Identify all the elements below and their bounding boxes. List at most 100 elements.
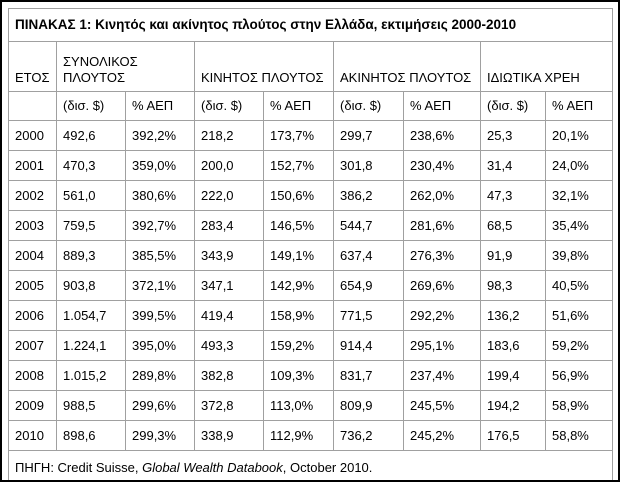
- value-cell: 385,5%: [125, 240, 195, 271]
- value-cell: 372,8: [194, 390, 264, 421]
- value-cell: 194,2: [480, 390, 546, 421]
- value-cell: 889,3: [56, 240, 126, 271]
- table-row: 2002 561,0 380,6% 222,0 150,6% 386,2 262…: [8, 180, 614, 211]
- value-cell: 289,8%: [125, 360, 195, 391]
- value-cell: 386,2: [333, 180, 404, 211]
- value-cell: 136,2: [480, 300, 546, 331]
- value-cell: 31,4: [480, 150, 546, 181]
- value-cell: 1.224,1: [56, 330, 126, 361]
- value-cell: 347,1: [194, 270, 264, 301]
- value-cell: 59,2%: [544, 330, 614, 361]
- value-cell: 149,1%: [263, 240, 334, 271]
- value-cell: 654,9: [333, 270, 404, 301]
- value-cell: 262,0%: [403, 180, 481, 211]
- value-cell: 736,2: [333, 420, 404, 451]
- value-cell: 372,1%: [125, 270, 195, 301]
- value-cell: 98,3: [480, 270, 546, 301]
- value-cell: 301,8: [333, 150, 404, 181]
- table-source-row: ΠΗΓΗ: Credit Suisse, Global Wealth Datab…: [7, 450, 614, 480]
- value-cell: 176,5: [480, 420, 546, 451]
- table-title: ΠΙΝΑΚΑΣ 1: Κινητός και ακίνητος πλούτος …: [7, 8, 614, 42]
- year-header: ΕΤΟΣ: [8, 41, 57, 92]
- unit-header: (δισ. $): [480, 91, 546, 121]
- value-cell: 382,8: [194, 360, 264, 391]
- value-cell: 222,0: [194, 180, 264, 211]
- value-cell: 200,0: [194, 150, 264, 181]
- year-cell: 2001: [8, 150, 57, 181]
- group-header-total-wealth: ΣΥΝΟΛΙΚΟΣ ΠΛΟΥΤΟΣ: [56, 41, 195, 92]
- value-cell: 152,7%: [263, 150, 334, 181]
- value-cell: 68,5: [480, 210, 546, 241]
- value-cell: 492,6: [56, 120, 126, 151]
- value-cell: 39,8%: [544, 240, 614, 271]
- value-cell: 392,7%: [125, 210, 195, 241]
- unit-header: (δισ. $): [56, 91, 126, 121]
- value-cell: 40,5%: [544, 270, 614, 301]
- pct-header: % ΑΕΠ: [125, 91, 195, 121]
- source-title: Global Wealth Databook: [142, 460, 283, 475]
- year-cell: 2004: [8, 240, 57, 271]
- value-cell: 809,9: [333, 390, 404, 421]
- source-prefix: ΠΗΓΗ: Credit Suisse,: [15, 460, 143, 475]
- wealth-table: ΠΙΝΑΚΑΣ 1: Κινητός και ακίνητος πλούτος …: [7, 8, 614, 480]
- table-row: 2010 898,6 299,3% 338,9 112,9% 736,2 245…: [8, 420, 614, 451]
- value-cell: 1.015,2: [56, 360, 126, 391]
- table-row: 2005 903,8 372,1% 347,1 142,9% 654,9 269…: [8, 270, 614, 301]
- value-cell: 419,4: [194, 300, 264, 331]
- value-cell: 91,9: [480, 240, 546, 271]
- table-row: 2007 1.224,1 395,0% 493,3 159,2% 914,4 2…: [8, 330, 614, 361]
- value-cell: 51,6%: [544, 300, 614, 331]
- value-cell: 56,9%: [544, 360, 614, 391]
- value-cell: 338,9: [194, 420, 264, 451]
- value-cell: 269,6%: [403, 270, 481, 301]
- value-cell: 544,7: [333, 210, 404, 241]
- year-cell: 2002: [8, 180, 57, 211]
- table-row: 2008 1.015,2 289,8% 382,8 109,3% 831,7 2…: [8, 360, 614, 391]
- value-cell: 142,9%: [263, 270, 334, 301]
- pct-header: % ΑΕΠ: [403, 91, 481, 121]
- value-cell: 113,0%: [263, 390, 334, 421]
- year-cell: 2008: [8, 360, 57, 391]
- value-cell: 32,1%: [544, 180, 614, 211]
- value-cell: 58,8%: [544, 420, 614, 451]
- value-cell: 395,0%: [125, 330, 195, 361]
- value-cell: 24,0%: [544, 150, 614, 181]
- empty-cell: [8, 91, 57, 121]
- value-cell: 759,5: [56, 210, 126, 241]
- value-cell: 245,5%: [403, 390, 481, 421]
- unit-header: (δισ. $): [333, 91, 404, 121]
- year-cell: 2005: [8, 270, 57, 301]
- value-cell: 292,2%: [403, 300, 481, 331]
- value-cell: 903,8: [56, 270, 126, 301]
- value-cell: 898,6: [56, 420, 126, 451]
- value-cell: 238,6%: [403, 120, 481, 151]
- table-row: 2004 889,3 385,5% 343,9 149,1% 637,4 276…: [8, 240, 614, 271]
- value-cell: 380,6%: [125, 180, 195, 211]
- value-cell: 237,4%: [403, 360, 481, 391]
- value-cell: 359,0%: [125, 150, 195, 181]
- unit-header: (δισ. $): [194, 91, 264, 121]
- source-suffix: , October 2010.: [282, 460, 373, 475]
- value-cell: 158,9%: [263, 300, 334, 331]
- value-cell: 25,3: [480, 120, 546, 151]
- value-cell: 230,4%: [403, 150, 481, 181]
- value-cell: 150,6%: [263, 180, 334, 211]
- value-cell: 276,3%: [403, 240, 481, 271]
- table-sub-header-row: (δισ. $) % ΑΕΠ (δισ. $) % ΑΕΠ (δισ. $) %…: [8, 91, 614, 121]
- value-cell: 637,4: [333, 240, 404, 271]
- value-cell: 159,2%: [263, 330, 334, 361]
- table-row: 2003 759,5 392,7% 283,4 146,5% 544,7 281…: [8, 210, 614, 241]
- value-cell: 299,3%: [125, 420, 195, 451]
- value-cell: 20,1%: [544, 120, 614, 151]
- table-row: 2000 492,6 392,2% 218,2 173,7% 299,7 238…: [8, 120, 614, 151]
- value-cell: 146,5%: [263, 210, 334, 241]
- value-cell: 493,3: [194, 330, 264, 361]
- value-cell: 470,3: [56, 150, 126, 181]
- value-cell: 392,2%: [125, 120, 195, 151]
- table-title-row: ΠΙΝΑΚΑΣ 1: Κινητός και ακίνητος πλούτος …: [7, 8, 614, 42]
- value-cell: 914,4: [333, 330, 404, 361]
- table-group-header-row: ΕΤΟΣ ΣΥΝΟΛΙΚΟΣ ΠΛΟΥΤΟΣ ΚΙΝΗΤΟΣ ΠΛΟΥΤΟΣ Α…: [8, 41, 614, 92]
- group-header-movable-wealth: ΚΙΝΗΤΟΣ ΠΛΟΥΤΟΣ: [194, 41, 334, 92]
- pct-header: % ΑΕΠ: [263, 91, 334, 121]
- year-cell: 2006: [8, 300, 57, 331]
